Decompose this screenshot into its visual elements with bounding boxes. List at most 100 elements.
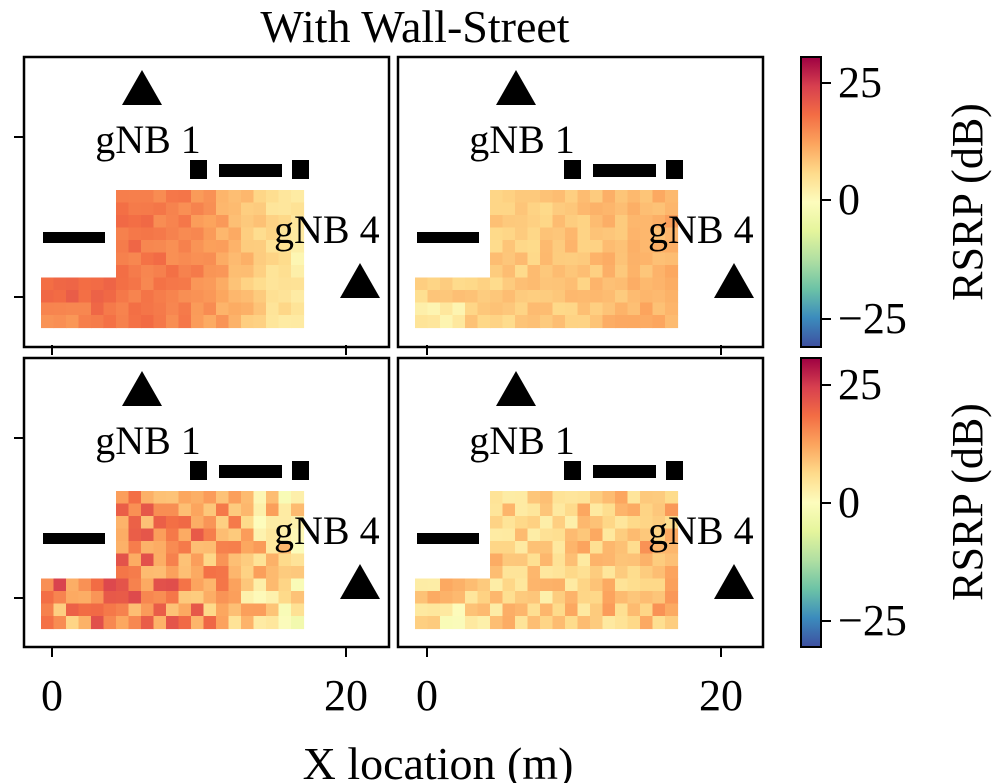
heatmap-cell — [278, 190, 292, 204]
heatmap-cell — [565, 553, 579, 567]
heatmap-cell — [278, 503, 292, 517]
heatmap-cell — [153, 491, 167, 505]
heatmap-cell — [203, 315, 217, 329]
heatmap-cell — [228, 227, 242, 241]
y-axis-ticks — [14, 136, 24, 599]
heatmap-cell — [203, 541, 217, 555]
heatmap-cell — [527, 290, 541, 304]
heatmap-cell — [53, 603, 67, 617]
heatmap-cell — [291, 541, 305, 555]
heatmap-cell — [502, 265, 516, 279]
heatmap-cell — [490, 265, 504, 279]
heatmap-cell — [178, 302, 192, 316]
heatmap-cell — [552, 603, 566, 617]
heatmap-cell — [652, 591, 666, 605]
heatmap-cell — [427, 302, 441, 316]
heatmap-cell — [153, 603, 167, 617]
heatmap-cell — [153, 315, 167, 329]
heatmap-cell — [228, 491, 242, 505]
heatmap-cell — [166, 265, 180, 279]
heatmap-cell — [552, 616, 566, 630]
heatmap-cell — [627, 215, 641, 229]
heatmap-cell — [253, 516, 267, 530]
heatmap-cell — [640, 566, 654, 580]
heatmap-cell — [128, 252, 142, 266]
heatmap-cell — [627, 240, 641, 254]
heatmap-cell — [515, 616, 529, 630]
heatmap-cell — [216, 315, 230, 329]
heatmap-cell — [153, 566, 167, 580]
heatmap-cell — [153, 516, 167, 530]
heatmap-cell — [278, 315, 292, 329]
heatmap-cell — [41, 277, 55, 291]
heatmap-cell — [191, 202, 205, 216]
wall-segment — [190, 461, 207, 480]
heatmap-cell — [615, 265, 629, 279]
heatmap-cell — [615, 202, 629, 216]
heatmap-cell — [527, 252, 541, 266]
heatmap-cell — [241, 541, 255, 555]
heatmap-cell — [103, 616, 117, 630]
heatmap-cell — [191, 315, 205, 329]
heatmap-cell — [552, 516, 566, 530]
heatmap-cell — [565, 215, 579, 229]
heatmap-cell — [253, 202, 267, 216]
heatmap-cell — [266, 616, 280, 630]
heatmap-cell — [602, 202, 616, 216]
heatmap-cell — [640, 616, 654, 630]
heatmap-cell — [515, 265, 529, 279]
heatmap-cell — [615, 616, 629, 630]
heatmap-cell — [590, 503, 604, 517]
heatmap-cell — [203, 491, 217, 505]
heatmap-cell — [552, 591, 566, 605]
heatmap-cell — [615, 603, 629, 617]
heatmap-cell — [178, 591, 192, 605]
heatmap-cell — [241, 603, 255, 617]
heatmap-cell — [427, 603, 441, 617]
heatmap-cell — [590, 553, 604, 567]
heatmap-cell — [665, 491, 679, 505]
heatmap-cell — [228, 240, 242, 254]
heatmap-cell — [191, 277, 205, 291]
heatmap-cell — [502, 616, 516, 630]
heatmap-cell — [665, 215, 679, 229]
heatmap-cell — [166, 578, 180, 592]
heatmap-cell — [540, 578, 554, 592]
colorbar-bottom-label: RSRP (dB) — [943, 403, 992, 601]
heatmap-cell — [278, 227, 292, 241]
heatmap-cell — [191, 190, 205, 204]
heatmap-cell — [103, 578, 117, 592]
wall-segment — [292, 461, 309, 480]
colorbar-bottom: 25 0 −25 RSRP (dB) — [800, 357, 992, 648]
heatmap-cell — [91, 302, 105, 316]
wall-segment — [417, 232, 479, 243]
heatmap-cell — [291, 566, 305, 580]
heatmap-cell — [565, 315, 579, 329]
heatmap-cell — [241, 566, 255, 580]
heatmap-cell — [141, 503, 155, 517]
heatmap-cell — [241, 240, 255, 254]
heatmap-cell — [490, 202, 504, 216]
gnb1-label: gNB 1 — [95, 418, 201, 463]
heatmap-cell — [128, 290, 142, 304]
heatmap-cell — [103, 290, 117, 304]
heatmap-cell — [527, 528, 541, 542]
heatmap-cell — [490, 578, 504, 592]
heatmap-cell — [153, 578, 167, 592]
heatmap-cell — [178, 240, 192, 254]
heatmap-cell — [253, 315, 267, 329]
heatmap-cell — [577, 215, 591, 229]
heatmap-cell — [241, 190, 255, 204]
heatmap-cell — [652, 290, 666, 304]
heatmap-cell — [415, 290, 429, 304]
heatmap-cell — [527, 603, 541, 617]
heatmap-cell — [291, 227, 305, 241]
wall-segment — [219, 465, 282, 478]
heatmap-cell — [153, 591, 167, 605]
heatmap-cell — [228, 503, 242, 517]
heatmap-cell — [178, 290, 192, 304]
gnb1-marker — [122, 70, 162, 105]
heatmap-cell — [527, 227, 541, 241]
heatmap-cell — [253, 265, 267, 279]
heatmap-cell — [291, 277, 305, 291]
